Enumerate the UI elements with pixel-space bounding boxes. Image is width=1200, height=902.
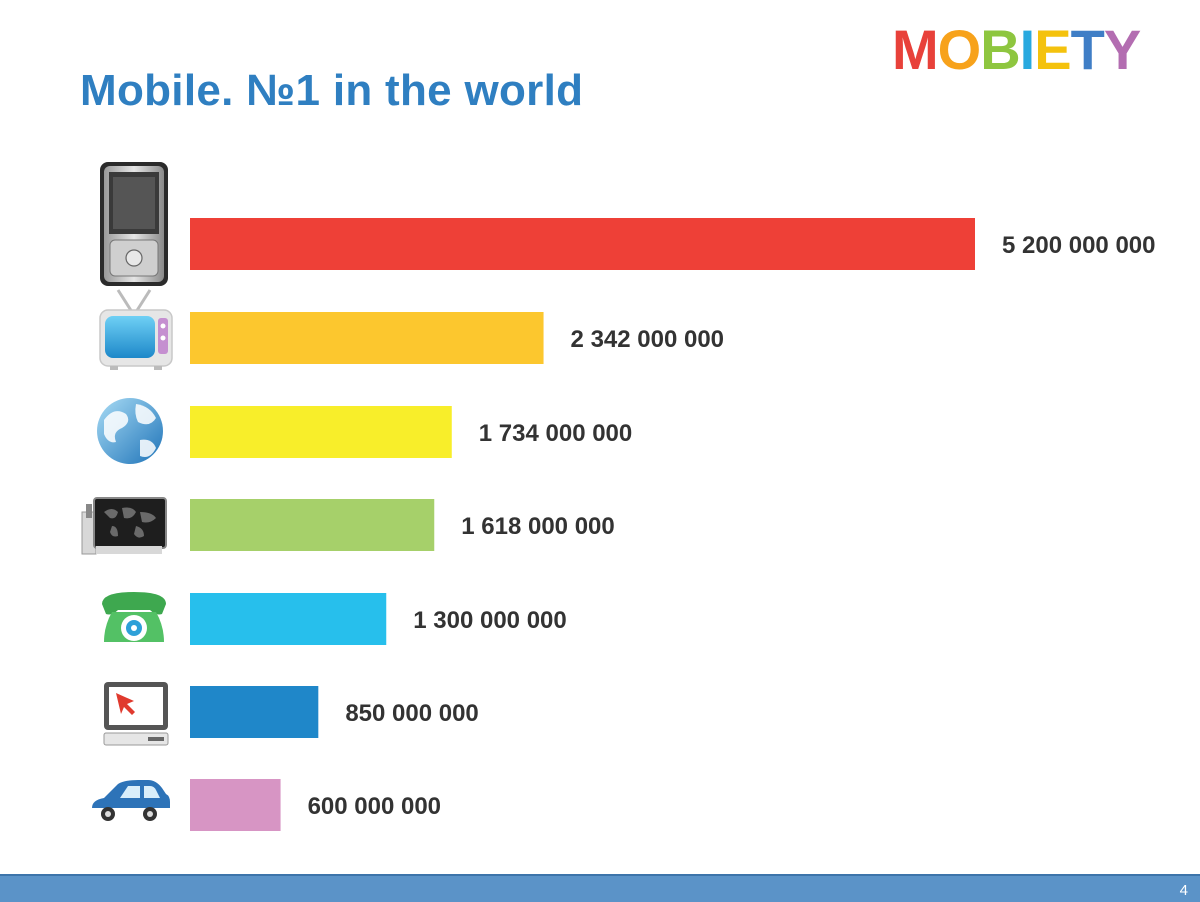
logo-letter: O <box>937 18 982 81</box>
slide-title: Mobile. №1 in the world <box>80 66 584 115</box>
footer-bar: 4 <box>0 874 1200 902</box>
logo-letter: T <box>1070 18 1105 81</box>
bar-value-label: 5 200 000 000 <box>1002 232 1155 259</box>
bar-value-label: 600 000 000 <box>308 793 441 820</box>
bar-value-label: 1 300 000 000 <box>413 607 566 634</box>
logo-letter: E <box>1034 18 1071 81</box>
bar-card-reader <box>190 499 435 551</box>
bar-value-label: 1 618 000 000 <box>461 513 614 540</box>
logo-letter: B <box>980 18 1020 81</box>
bar-car <box>190 779 281 831</box>
page-number: 4 <box>1179 882 1188 899</box>
bar-value-label: 850 000 000 <box>345 700 478 727</box>
bar-value-label: 1 734 000 000 <box>479 420 632 447</box>
bar-value-label: 2 342 000 000 <box>571 326 724 353</box>
bar-tv <box>190 312 544 364</box>
mobile-phone-icon <box>100 162 168 286</box>
globe-icon <box>97 398 163 464</box>
bar-chart: 5 200 000 000 2 342 000 000 1 734 000 000 1… <box>81 162 1155 831</box>
computer-icon <box>103 682 169 746</box>
car-icon <box>92 780 170 821</box>
logo-letter: I <box>1019 18 1036 81</box>
bar-computer <box>190 686 319 738</box>
telephone-icon <box>102 592 166 642</box>
bar-mobile-phone <box>190 218 975 270</box>
mobiety-logo: MOBIETY <box>892 20 1172 80</box>
logo-letter: Y <box>1103 18 1141 81</box>
card-reader-icon <box>81 497 167 555</box>
tv-icon <box>99 289 173 370</box>
bar-globe <box>190 406 452 458</box>
logo-letter: M <box>892 18 939 81</box>
bar-telephone <box>190 593 387 645</box>
